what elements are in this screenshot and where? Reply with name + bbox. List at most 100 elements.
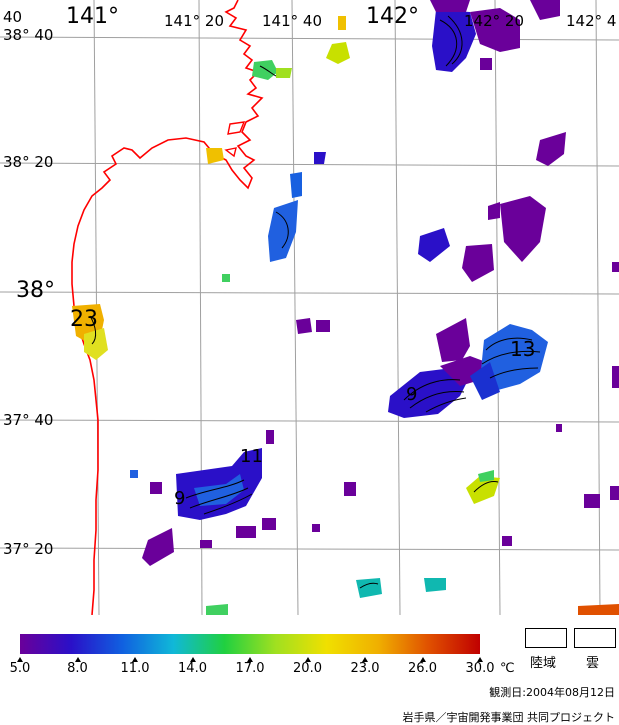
sst-patch — [584, 494, 600, 508]
sst-patch — [488, 202, 500, 220]
sst-patch — [418, 228, 450, 262]
sst-patch — [314, 152, 326, 164]
sst-patch — [470, 8, 520, 52]
sst-patch — [612, 366, 619, 388]
lon-label-141-20: 141° 20 — [164, 12, 224, 30]
grid-lat-37-40 — [0, 419, 619, 423]
sst-patch — [142, 528, 174, 566]
grid-lon-141-20 — [198, 0, 203, 615]
sst-patch — [610, 486, 619, 500]
observation-date: 観測日:2004年08月12日 — [489, 686, 615, 699]
corner-label: 40 — [3, 8, 23, 26]
sst-patch — [150, 482, 162, 494]
land-swatch — [525, 628, 567, 648]
scale-tick — [17, 657, 23, 662]
color-scale-bar — [20, 634, 480, 654]
contour-label: 9 — [174, 488, 185, 509]
sst-patch — [276, 68, 292, 78]
sst-patch — [356, 578, 382, 598]
sst-patch — [206, 148, 224, 164]
grid-lat-38-20 — [0, 162, 619, 167]
grid-lat-37-20 — [0, 547, 619, 551]
scale-tick-label: 26.0 — [408, 661, 437, 676]
sst-patches — [72, 0, 619, 615]
sst-patch — [176, 448, 262, 520]
sst-patch — [578, 604, 619, 615]
scale-tick-label: 5.0 — [9, 661, 31, 676]
sst-patch — [200, 540, 212, 548]
sst-patch — [500, 196, 546, 262]
grid-lon-142-40 — [595, 0, 601, 615]
lon-label-141-40: 141° 40 — [262, 12, 322, 30]
sst-patch — [388, 368, 470, 418]
sst-patch — [266, 430, 274, 444]
sst-patch — [222, 274, 230, 282]
scale-tick — [477, 657, 483, 662]
sst-patch — [130, 470, 138, 478]
sst-patch — [530, 0, 560, 20]
scale-tick-label: 20.0 — [293, 661, 322, 676]
cloud-label: 雲 — [586, 656, 600, 671]
scale-tick — [132, 657, 138, 662]
lon-label-142-00: 142° — [366, 4, 419, 29]
isotherms — [89, 15, 541, 589]
scale-tick-label: 23.0 — [350, 661, 380, 676]
contour-labels: 23 13 9 11 9 — [70, 307, 535, 509]
lat-label-38-40: 38° 40 — [3, 26, 54, 44]
sst-patch — [536, 132, 566, 166]
contour-label: 23 — [70, 307, 98, 332]
sst-patch — [84, 328, 108, 360]
lat-label-37-40: 37° 40 — [3, 411, 54, 429]
sst-patch — [462, 244, 494, 282]
lon-label-142-40: 142° 4 — [566, 12, 617, 30]
sst-patch — [206, 604, 228, 615]
scale-tick — [74, 657, 81, 662]
grid-lon-142-20 — [494, 0, 501, 615]
lat-label-38-00: 38° — [16, 278, 55, 303]
sst-patch — [556, 424, 562, 432]
grid-lat-38-00 — [0, 291, 619, 295]
contour-label: 9 — [406, 384, 417, 405]
sst-patch — [344, 482, 356, 496]
sst-patch — [432, 10, 476, 72]
scale-tick-label: 14.0 — [178, 661, 207, 676]
sst-patch — [338, 16, 346, 30]
scale-tick-label: 30.0 — [465, 661, 495, 676]
scale-tick — [419, 657, 426, 662]
sst-patch — [502, 536, 512, 546]
sst-map: 23 13 9 11 9 — [0, 0, 619, 615]
sst-patch — [470, 362, 500, 400]
sst-patch — [236, 526, 256, 538]
sst-patch — [436, 318, 470, 362]
unit-label: ℃ — [500, 661, 515, 676]
sst-patch — [424, 578, 446, 592]
coastline-islands — [224, 121, 246, 158]
sst-patch — [296, 318, 330, 334]
sst-patch — [290, 172, 302, 198]
lon-label-141-00: 141° — [66, 4, 119, 29]
lat-label-38-20: 38° 20 — [3, 153, 54, 171]
grid-lon-141-40 — [291, 0, 299, 615]
sst-patch — [466, 476, 500, 504]
sst-patch — [612, 262, 619, 272]
sst-patch — [194, 474, 244, 506]
sst-patch — [312, 524, 320, 532]
credit-line: 岩手県／宇宙開発事業団 共同プロジェクト — [402, 711, 616, 724]
contour-label: 13 — [510, 337, 535, 361]
sst-patch — [430, 0, 470, 12]
grid-lon-142-00 — [394, 0, 401, 615]
sst-patch — [262, 518, 276, 530]
scale-tick — [189, 657, 196, 662]
scale-tick — [362, 657, 368, 662]
cloud-swatch — [574, 628, 616, 648]
sst-patch — [480, 58, 492, 70]
lat-label-37-20: 37° 20 — [3, 540, 54, 558]
scale-tick-label: 11.0 — [120, 661, 150, 676]
sst-patch — [252, 60, 278, 80]
land-label: 陸域 — [530, 656, 557, 671]
sst-patch — [326, 42, 350, 64]
contour-label: 11 — [240, 446, 263, 467]
sst-patch — [480, 324, 548, 390]
scale-tick — [304, 657, 311, 662]
scale-tick-label: 17.0 — [235, 661, 265, 676]
